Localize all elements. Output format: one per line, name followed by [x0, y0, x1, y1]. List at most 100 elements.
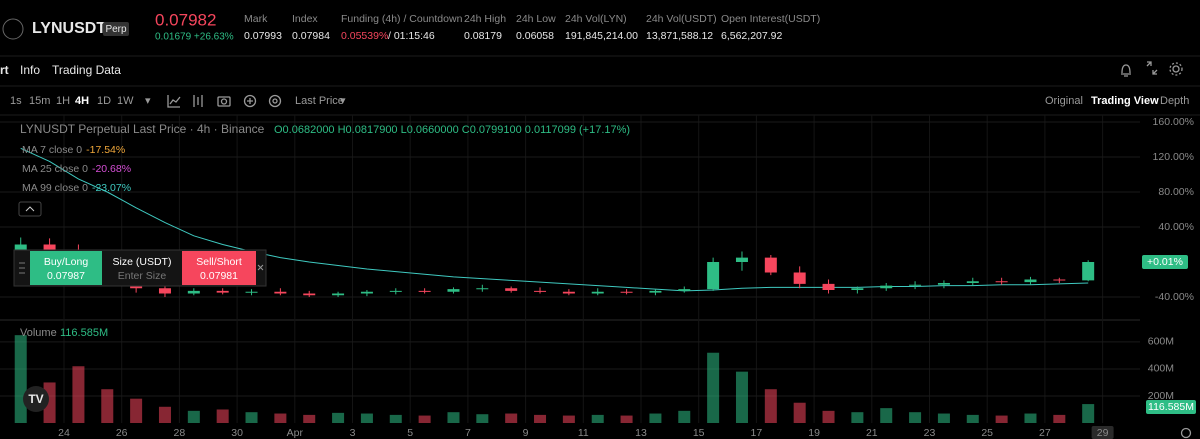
volume-bar — [14, 335, 27, 423]
candle-body — [303, 293, 316, 296]
volume-bar — [1053, 414, 1066, 423]
candle-body — [476, 288, 489, 290]
badge-bg — [103, 22, 129, 36]
volume-bar — [822, 410, 835, 423]
volume-bar — [476, 414, 489, 423]
symbol[interactable]: LYNUSDT — [32, 20, 106, 37]
volume-bar — [1082, 404, 1095, 423]
x-tick-label: 5 — [407, 427, 413, 439]
stat-label: Mark — [244, 13, 268, 25]
tab[interactable]: Info — [20, 63, 40, 77]
view-tab[interactable]: Trading View — [1091, 95, 1159, 107]
last-price: 0.07982 — [155, 10, 216, 29]
x-tick-label: 9 — [523, 427, 529, 439]
indicator-value: -23.07% — [92, 182, 131, 194]
buy-button[interactable] — [30, 251, 102, 285]
collapse-button[interactable] — [18, 201, 42, 217]
interval[interactable]: 1D — [97, 95, 111, 107]
y-tick-label: 400M — [1148, 363, 1174, 375]
volume-bar — [303, 414, 316, 423]
countdown: / 01:15:46 — [388, 30, 435, 42]
x-tick-label: 25 — [981, 427, 993, 439]
volume-bar — [562, 415, 575, 423]
stat-value: 191,845,214.00 — [565, 30, 638, 42]
y-tick-label: 600M — [1148, 336, 1174, 348]
price-type[interactable]: Last Price — [295, 95, 344, 107]
stat-label: 24h Low — [516, 13, 556, 25]
volume-bar — [909, 412, 922, 423]
collapse-icon — [25, 206, 35, 212]
volume-bar — [678, 410, 691, 423]
interval[interactable]: 15m — [29, 95, 50, 107]
candle-body — [245, 291, 258, 293]
dropdown[interactable]: ▾ — [145, 95, 151, 107]
drag-handle[interactable] — [19, 262, 25, 274]
candle-body — [158, 288, 171, 294]
volume-bar — [505, 413, 518, 423]
stat-value: 13,871,588.12 — [646, 30, 713, 42]
volume-bar — [158, 406, 171, 423]
view-tab[interactable]: Original — [1045, 95, 1083, 107]
indicator-value: -20.68% — [92, 163, 131, 175]
candle-body — [966, 281, 979, 283]
price-change: 0.01679 +26.63% — [155, 32, 234, 43]
candle-body — [274, 291, 287, 294]
y-tick-label: 120.00% — [1153, 151, 1194, 163]
volume-bar — [216, 409, 229, 423]
tab[interactable]: Trading Data — [52, 63, 121, 77]
candle-body — [591, 291, 604, 294]
candle-body — [505, 288, 518, 291]
volume-bar — [707, 352, 720, 423]
volume-bar — [245, 412, 258, 423]
last-price-badge — [1142, 255, 1188, 269]
volume-value: 116.585M — [60, 327, 108, 339]
buy-label: Buy/Long — [44, 256, 89, 268]
size-input[interactable]: Enter Size — [118, 270, 167, 282]
candle-body — [764, 257, 777, 273]
x-tick-label: 26 — [116, 427, 128, 439]
tv-logo[interactable] — [23, 386, 49, 412]
candle-body — [707, 262, 720, 290]
close-widget[interactable] — [257, 264, 264, 271]
ohlc: O0.0682000 H0.0817900 L0.0660000 C0.0799… — [274, 124, 630, 136]
stat-label: 24h High — [464, 13, 506, 25]
x-tick-label: 3 — [350, 427, 356, 439]
toolbar-icons[interactable] — [1121, 61, 1183, 77]
chart-title: LYNUSDT Perpetual Last Price · 4h · Bina… — [20, 122, 265, 136]
x-tick-label: 29 — [1097, 427, 1109, 439]
candle-body — [418, 290, 431, 292]
ma-line — [20, 147, 1089, 292]
volume-bar — [1024, 413, 1037, 423]
volume-bar — [72, 366, 85, 423]
stat-label: Open Interest(USDT) — [721, 13, 820, 25]
interval[interactable]: 1s — [10, 95, 22, 107]
volume-bar — [274, 413, 287, 423]
logo — [2, 18, 24, 40]
interval[interactable]: 1W — [117, 95, 134, 107]
y-tick-label: 160.00% — [1153, 116, 1194, 128]
candle-body — [389, 290, 402, 292]
dropdown[interactable]: ▾ — [340, 95, 346, 107]
stat-value: 0.07984 — [292, 30, 330, 42]
x-tick-label: 13 — [635, 427, 647, 439]
chart-tools[interactable] — [167, 94, 282, 108]
tab[interactable]: rt — [0, 63, 9, 77]
candle-body — [360, 291, 373, 294]
volume-bar — [793, 402, 806, 423]
x-tick-label: 21 — [866, 427, 878, 439]
interval[interactable]: 4H — [75, 95, 89, 107]
candle-body — [735, 257, 748, 262]
volume-bar — [534, 414, 547, 423]
volume-bar — [360, 413, 373, 423]
stat-label: 24h Vol(USDT) — [646, 13, 717, 25]
volume-bar — [649, 413, 662, 423]
view-tab[interactable]: Depth — [1160, 95, 1189, 107]
candle-body — [332, 293, 345, 296]
volume-bar — [101, 389, 114, 423]
volume-bar — [447, 412, 460, 423]
sell-button[interactable] — [182, 251, 256, 285]
x-tick-label: 11 — [578, 427, 589, 439]
interval[interactable]: 1H — [56, 95, 70, 107]
settings-icon[interactable] — [1180, 427, 1192, 439]
candle-body — [1024, 279, 1037, 283]
